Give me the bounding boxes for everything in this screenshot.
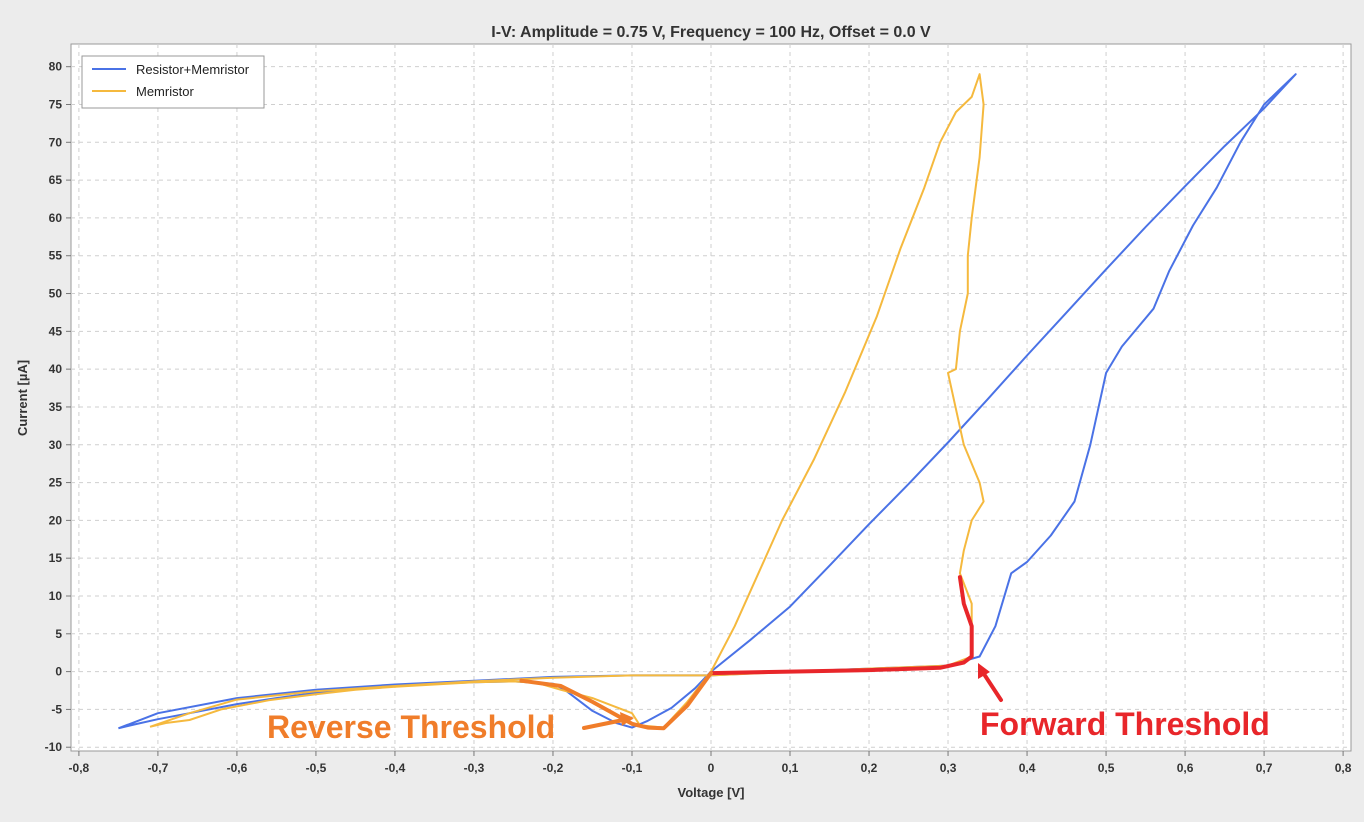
y-tick-label: 55 — [49, 249, 63, 263]
reverse-threshold-arrow — [582, 717, 630, 730]
legend-box — [81, 55, 265, 109]
x-tick-label: 0,1 — [782, 761, 799, 775]
axis-layer: -0,8 -0,7 -0,6 -0,5 -0,4 -0,3 -0,2 -0,1 0 0,1 0,2 0… — [45, 60, 1352, 775]
y-tick-label: 10 — [49, 589, 63, 603]
y-tick-label: -10 — [45, 740, 63, 754]
x-tick-label: -0,4 — [385, 761, 406, 775]
x-tick-label: 0,2 — [861, 761, 878, 775]
x-tick-label: 0,5 — [1098, 761, 1115, 775]
x-tick-label: -0,5 — [306, 761, 327, 775]
x-axis-label: Voltage [V] — [678, 785, 745, 800]
legend: Resistor+Memristor Memristor — [81, 55, 265, 109]
legend-label-resistor-memristor: Resistor+Memristor — [136, 62, 250, 77]
x-tick-label: -0,8 — [69, 761, 90, 775]
y-tick-label: -5 — [51, 702, 62, 716]
y-tick-label: 20 — [49, 513, 63, 527]
x-tick-label: -0,1 — [622, 761, 643, 775]
x-tick-label: 0,8 — [1335, 761, 1352, 775]
y-tick-label: 65 — [49, 173, 63, 187]
forward-threshold-label: Forward Threshold — [980, 706, 1270, 742]
y-tick-label: 0 — [55, 665, 62, 679]
grid-layer — [71, 44, 1351, 751]
y-tick-label: 5 — [55, 627, 62, 641]
x-tick-label: -0,6 — [227, 761, 248, 775]
legend-label-memristor: Memristor — [136, 84, 194, 99]
chart-title: I-V: Amplitude = 0.75 V, Frequency = 100… — [491, 24, 931, 41]
y-tick-label: 25 — [49, 476, 63, 490]
y-tick-label: 30 — [49, 438, 63, 452]
y-tick-label: 60 — [49, 211, 63, 225]
y-tick-label: 50 — [49, 287, 63, 301]
y-tick-label: 15 — [49, 551, 63, 565]
y-tick-label: 40 — [49, 362, 63, 376]
x-tick-label: 0 — [708, 761, 715, 775]
x-tick-label: 0,6 — [1177, 761, 1194, 775]
y-tick-label: 75 — [49, 97, 63, 111]
x-tick-label: 0,4 — [1019, 761, 1036, 775]
forward-threshold-arrow — [980, 669, 1003, 702]
x-tick-label: -0,2 — [543, 761, 564, 775]
x-tick-label: -0,3 — [464, 761, 485, 775]
y-tick-label: 45 — [49, 324, 63, 338]
highlight-layer — [519, 575, 974, 731]
reverse-threshold-arrowhead — [620, 712, 634, 726]
x-tick-label: 0,3 — [940, 761, 957, 775]
forward-threshold-path — [709, 575, 974, 676]
forward-threshold-arrowhead — [978, 663, 990, 679]
annotation-layer: Reverse Threshold Forward Threshold — [267, 663, 1270, 745]
x-tick-label: 0,7 — [1256, 761, 1273, 775]
reverse-threshold-label: Reverse Threshold — [267, 709, 555, 745]
x-tick-label: -0,7 — [148, 761, 169, 775]
y-tick-label: 70 — [49, 135, 63, 149]
y-axis-label: Current [µA] — [15, 360, 30, 436]
reverse-threshold-path — [519, 671, 713, 731]
y-tick-label: 35 — [49, 400, 63, 414]
y-tick-label: 80 — [49, 60, 63, 74]
